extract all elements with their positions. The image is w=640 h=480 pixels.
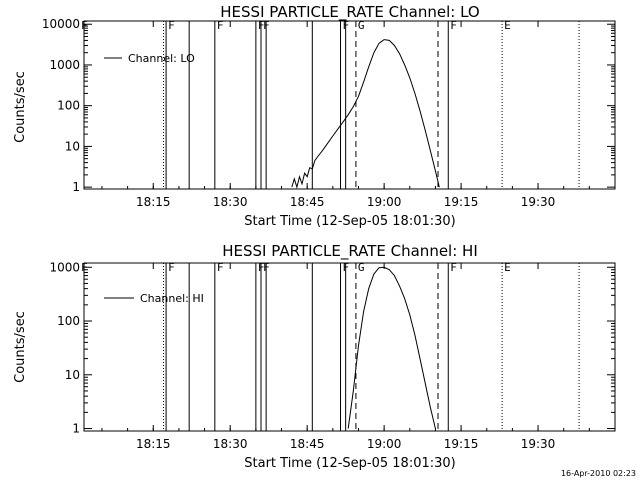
y-axis-label: Counts/sec (13, 71, 28, 143)
event-flag: G (358, 19, 365, 32)
y-tick-label: 100 (57, 314, 80, 328)
event-flag: F (450, 261, 457, 274)
plot-frame (83, 262, 616, 432)
event-flag: F (217, 261, 224, 274)
y-axis-label: Counts/sec (13, 311, 28, 383)
series-line (291, 39, 440, 189)
legend-label: Channel: LO (128, 52, 195, 65)
panel-lo-channel: HESSI PARTICLE_RATE Channel: LO Start Ti… (13, 3, 616, 229)
x-tick-label: 19:00 (367, 195, 402, 209)
x-tick-label: 18:30 (213, 195, 248, 209)
y-tick-label: 1000 (49, 58, 80, 72)
x-tick-label: 18:15 (136, 437, 171, 451)
x-tick-label: 19:15 (444, 195, 479, 209)
plot-frame (83, 20, 616, 190)
y-tick-label: 100 (57, 99, 80, 113)
footer-timestamp: 16-Apr-2010 02:23 (561, 469, 636, 478)
event-flag: F (168, 19, 175, 32)
event-flag: E (504, 261, 511, 274)
x-tick-label: 18:15 (136, 195, 171, 209)
y-tick-label: 1 (72, 422, 80, 436)
y-tick-label: 1 (72, 180, 80, 194)
x-tick-label: 19:00 (367, 437, 402, 451)
x-tick-label: 18:30 (213, 437, 248, 451)
y-tick-label: 1000 (49, 260, 80, 274)
chart-title: HESSI PARTICLE_RATE Channel: LO (220, 3, 479, 22)
x-tick-label: 19:30 (521, 195, 556, 209)
legend-label: Channel: HI (140, 292, 204, 305)
series-line (347, 266, 436, 429)
event-flag: G (358, 261, 365, 274)
x-tick-label: 18:45 (290, 195, 325, 209)
event-flag: E (504, 19, 511, 32)
x-tick-label: 19:30 (521, 437, 556, 451)
y-tick-label: 10 (65, 368, 80, 382)
event-flag: F (450, 19, 457, 32)
x-tick-label: 18:45 (290, 437, 325, 451)
y-tick-label: 10 (65, 139, 80, 153)
x-axis-label: Start Time (12-Sep-05 18:01:30) (244, 456, 455, 471)
event-flag: F (168, 261, 175, 274)
panel-hi-channel: HESSI PARTICLE_RATE Channel: HI Start Ti… (13, 242, 616, 471)
y-tick-label: 10000 (42, 17, 80, 31)
event-flag: F (217, 19, 224, 32)
x-axis-label: Start Time (12-Sep-05 18:01:30) (244, 214, 455, 229)
chart-title: HESSI PARTICLE_RATE Channel: HI (222, 242, 478, 261)
x-tick-label: 19:15 (444, 437, 479, 451)
